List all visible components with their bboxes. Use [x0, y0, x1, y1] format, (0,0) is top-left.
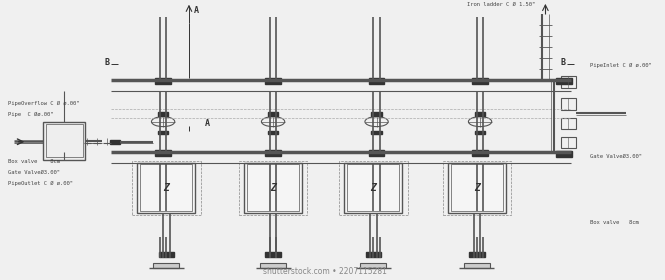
- Bar: [158, 252, 174, 257]
- Bar: [110, 139, 120, 144]
- Bar: [43, 122, 86, 160]
- Bar: [260, 263, 286, 268]
- Bar: [469, 252, 485, 257]
- Bar: [344, 163, 402, 213]
- Text: A: A: [205, 119, 210, 128]
- Bar: [137, 163, 196, 213]
- Text: PipeInlet C Ø ø.00": PipeInlet C Ø ø.00": [590, 62, 652, 67]
- Text: PipeOverflow C Ø ø.00": PipeOverflow C Ø ø.00": [8, 101, 79, 106]
- Text: A: A: [194, 6, 199, 15]
- Text: Box valve   8cm: Box valve 8cm: [590, 220, 639, 225]
- Bar: [371, 112, 382, 116]
- Bar: [339, 161, 408, 215]
- Text: Gate ValveØ3.00": Gate ValveØ3.00": [8, 170, 60, 175]
- Bar: [371, 131, 382, 134]
- Bar: [239, 161, 307, 215]
- Text: Pipe  C Øø.00": Pipe C Øø.00": [8, 112, 53, 117]
- Bar: [561, 76, 576, 88]
- Text: Z: Z: [164, 183, 170, 193]
- Bar: [369, 78, 384, 85]
- Bar: [448, 163, 506, 213]
- Bar: [557, 151, 572, 157]
- Text: Iron ladder C Ø 1.50": Iron ladder C Ø 1.50": [467, 2, 535, 7]
- Bar: [158, 131, 168, 134]
- Text: Z: Z: [370, 183, 376, 193]
- Bar: [366, 252, 381, 257]
- Bar: [265, 150, 281, 156]
- Bar: [268, 112, 278, 116]
- Bar: [244, 163, 302, 213]
- Bar: [472, 78, 488, 85]
- Bar: [347, 164, 399, 211]
- Bar: [154, 263, 180, 268]
- Bar: [464, 263, 489, 268]
- Bar: [451, 164, 503, 211]
- Bar: [265, 78, 281, 85]
- Bar: [46, 124, 83, 157]
- Bar: [557, 78, 572, 84]
- Bar: [561, 137, 576, 148]
- Text: Box valve    8cm: Box valve 8cm: [8, 159, 60, 164]
- Bar: [158, 112, 168, 116]
- Text: Gate ValveØ3.00": Gate ValveØ3.00": [590, 153, 642, 158]
- Bar: [247, 164, 299, 211]
- Bar: [360, 263, 386, 268]
- Text: shutterstock.com • 2207115281: shutterstock.com • 2207115281: [263, 267, 387, 276]
- Text: Z: Z: [474, 183, 479, 193]
- Bar: [442, 161, 511, 215]
- Text: PipeOutlet C Ø ø.00": PipeOutlet C Ø ø.00": [8, 181, 73, 186]
- Bar: [265, 252, 281, 257]
- Bar: [475, 112, 485, 116]
- Bar: [268, 131, 278, 134]
- Bar: [156, 150, 171, 156]
- Bar: [132, 161, 201, 215]
- Bar: [561, 118, 576, 129]
- Bar: [475, 131, 485, 134]
- Bar: [472, 150, 488, 156]
- Text: B: B: [561, 59, 566, 67]
- Bar: [561, 98, 576, 110]
- Text: B: B: [105, 59, 110, 67]
- Bar: [156, 78, 171, 85]
- Bar: [140, 164, 192, 211]
- Bar: [369, 150, 384, 156]
- Text: Z: Z: [270, 183, 276, 193]
